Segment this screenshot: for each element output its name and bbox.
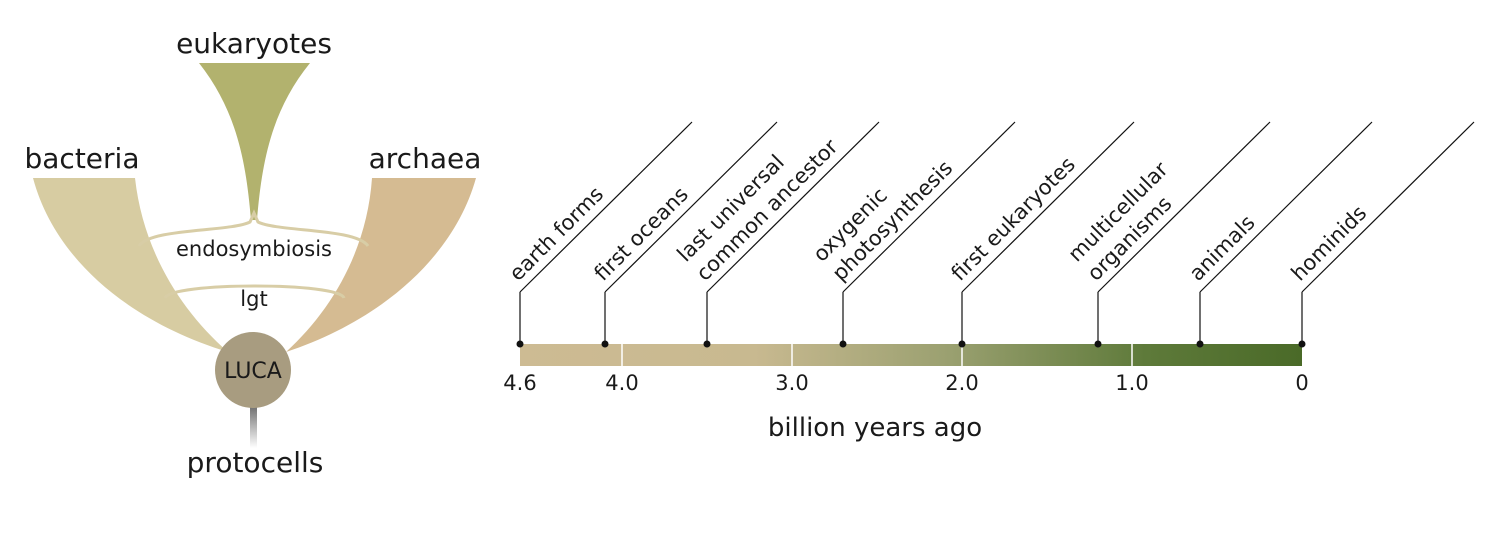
bacteria-label: bacteria — [25, 142, 140, 175]
protocells-label: protocells — [187, 446, 324, 479]
event-leader — [1199, 121, 1373, 293]
archaea-branch — [286, 178, 476, 352]
tick-label: 0 — [1295, 371, 1308, 395]
event-leader — [604, 121, 778, 293]
eukaryotes-label: eukaryotes — [176, 27, 332, 60]
event-marker: hominids — [1287, 121, 1475, 348]
endosymbiosis-label: endosymbiosis — [176, 237, 332, 261]
event-leader — [1097, 121, 1271, 293]
tick-group: 4.6 4.0 3.0 2.0 1.0 0 — [503, 344, 1309, 395]
axis-label: billion years ago — [768, 413, 982, 443]
event-dot — [601, 340, 609, 348]
tick-label: 4.0 — [605, 371, 638, 395]
event-label: animals — [1185, 210, 1260, 285]
event-leader — [706, 121, 880, 293]
event-dot — [958, 340, 966, 348]
lgt-connector — [163, 284, 346, 300]
tree-of-life: eukaryotes bacteria archaea endosymbiosi… — [25, 27, 482, 479]
luca-node — [215, 332, 291, 408]
event-dot — [1094, 340, 1102, 348]
bacteria-branch — [33, 178, 228, 352]
eukaryotes-branch — [199, 63, 310, 220]
event-dot — [839, 340, 847, 348]
event-marker: earth forms — [505, 121, 693, 348]
event-dot — [703, 340, 711, 348]
archaea-label: archaea — [369, 142, 482, 175]
event-label: hominids — [1287, 201, 1372, 286]
endosymbiosis-connector — [137, 209, 370, 248]
event-leader — [842, 121, 1016, 293]
lgt-label: lgt — [240, 287, 267, 311]
event-label: first eukaryotes — [947, 152, 1080, 285]
tick-label: 3.0 — [775, 371, 808, 395]
protocell-stem — [250, 400, 257, 448]
timeline-bar — [520, 344, 1302, 366]
tick-label: 4.6 — [503, 371, 536, 395]
event-leader — [519, 121, 693, 293]
event-dot — [516, 340, 524, 348]
tick-label: 1.0 — [1115, 371, 1148, 395]
event-leader — [961, 121, 1135, 293]
event-dot — [1298, 340, 1306, 348]
event-dot — [1196, 340, 1204, 348]
event-leader — [1301, 121, 1475, 293]
tick-label: 2.0 — [945, 371, 978, 395]
luca-label: LUCA — [224, 359, 282, 384]
